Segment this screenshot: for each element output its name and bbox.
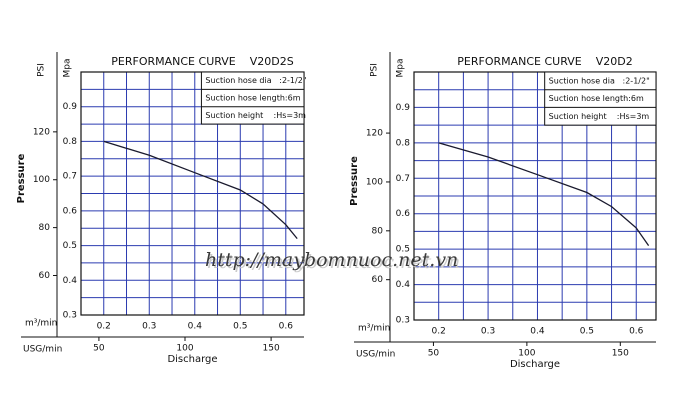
x2-tick-label: 50: [93, 344, 105, 354]
x-tick-label: 0.4: [188, 322, 203, 332]
x-tick-label: 0.3: [142, 322, 156, 332]
watermark: http://maybomnuoc.net.vn: [205, 249, 458, 271]
performance-curve: [438, 142, 650, 246]
info-text: Suction height :Hs=3m: [549, 112, 650, 121]
y-tick-label: 0.5: [63, 241, 77, 251]
y2-tick-label: 80: [372, 226, 384, 236]
x-tick-label: 0.5: [580, 327, 594, 337]
y2-tick-label: 120: [366, 129, 383, 139]
y-axis-label: Mpa: [396, 59, 406, 78]
y2-tick-label: 60: [39, 271, 51, 281]
y-tick-label: 0.3: [396, 316, 410, 326]
y2-axis-label: PSI: [37, 63, 47, 77]
y2-axis-label: PSI: [370, 63, 380, 77]
y-axis-title: Pressure: [16, 153, 27, 203]
y-axis-title: Pressure: [349, 156, 360, 206]
x2-tick-label: 150: [612, 349, 629, 359]
charts: PERFORMANCE CURVE V20D2S Suction hose dia…: [16, 52, 657, 370]
y-tick-label: 0.9: [63, 102, 78, 112]
y-tick-label: 0.9: [396, 103, 411, 113]
chart: PERFORMANCE CURVE V20D2S Suction hose dia…: [16, 52, 306, 365]
y2-tick-label: 100: [366, 177, 383, 187]
x-tick-label: 0.4: [530, 327, 545, 337]
x-axis-title: Discharge: [167, 354, 217, 365]
y-tick-label: 0.7: [63, 172, 77, 182]
info-text: Suction hose length:6m: [205, 94, 300, 103]
y-tick-label: 0.7: [396, 174, 410, 184]
info-text: Suction height :Hs=3m: [205, 111, 306, 120]
y-axis-label: Mpa: [63, 59, 73, 78]
y-tick-label: 0.8: [396, 138, 411, 148]
x-tick-label: 0.2: [432, 327, 446, 337]
x2-axis-label: USG/min: [23, 345, 62, 355]
y-tick-label: 0.4: [63, 276, 78, 286]
x-axis-label: m³/min: [358, 324, 390, 334]
info-text: Suction hose length:6m: [549, 94, 644, 103]
info-text: Suction hose dia :2-1/2": [205, 76, 306, 85]
x2-tick-label: 150: [263, 344, 280, 354]
x2-tick-label: 100: [518, 349, 535, 359]
x-tick-label: 0.5: [233, 322, 247, 332]
chart-title: PERFORMANCE CURVE V20D2S: [111, 55, 293, 68]
x-tick-label: 0.2: [97, 322, 111, 332]
y-tick-label: 0.5: [396, 245, 410, 255]
y-tick-label: 0.8: [63, 137, 78, 147]
y2-tick-label: 120: [33, 127, 50, 137]
y2-tick-label: 80: [39, 223, 51, 233]
x-tick-label: 0.6: [279, 322, 294, 332]
x2-tick-label: 50: [428, 349, 440, 359]
y2-tick-label: 60: [372, 275, 384, 285]
y-tick-label: 0.6: [396, 209, 411, 219]
y-tick-label: 0.3: [63, 311, 77, 321]
x-axis-label: m³/min: [25, 319, 57, 329]
y2-tick-label: 100: [33, 175, 50, 185]
x-axis-title: Discharge: [510, 359, 560, 370]
info-box: [544, 71, 657, 126]
plot-frame: [413, 71, 657, 321]
chart: PERFORMANCE CURVE V20D2 Suction hose dia …: [349, 52, 657, 370]
info-box: [200, 71, 305, 125]
y-tick-label: 0.6: [63, 206, 78, 216]
x-tick-label: 0.6: [629, 327, 644, 337]
x2-axis-label: USG/min: [356, 350, 395, 360]
performance-curve: [103, 140, 298, 240]
x-tick-label: 0.3: [481, 327, 495, 337]
info-text: Suction hose dia :2-1/2": [549, 76, 650, 85]
y-tick-label: 0.4: [396, 280, 411, 290]
chart-title: PERFORMANCE CURVE V20D2: [457, 55, 632, 68]
watermark-shadow: http://maybomnuoc.net.vn: [207, 251, 460, 273]
plot-frame: [80, 71, 305, 316]
x2-tick-label: 100: [176, 344, 193, 354]
